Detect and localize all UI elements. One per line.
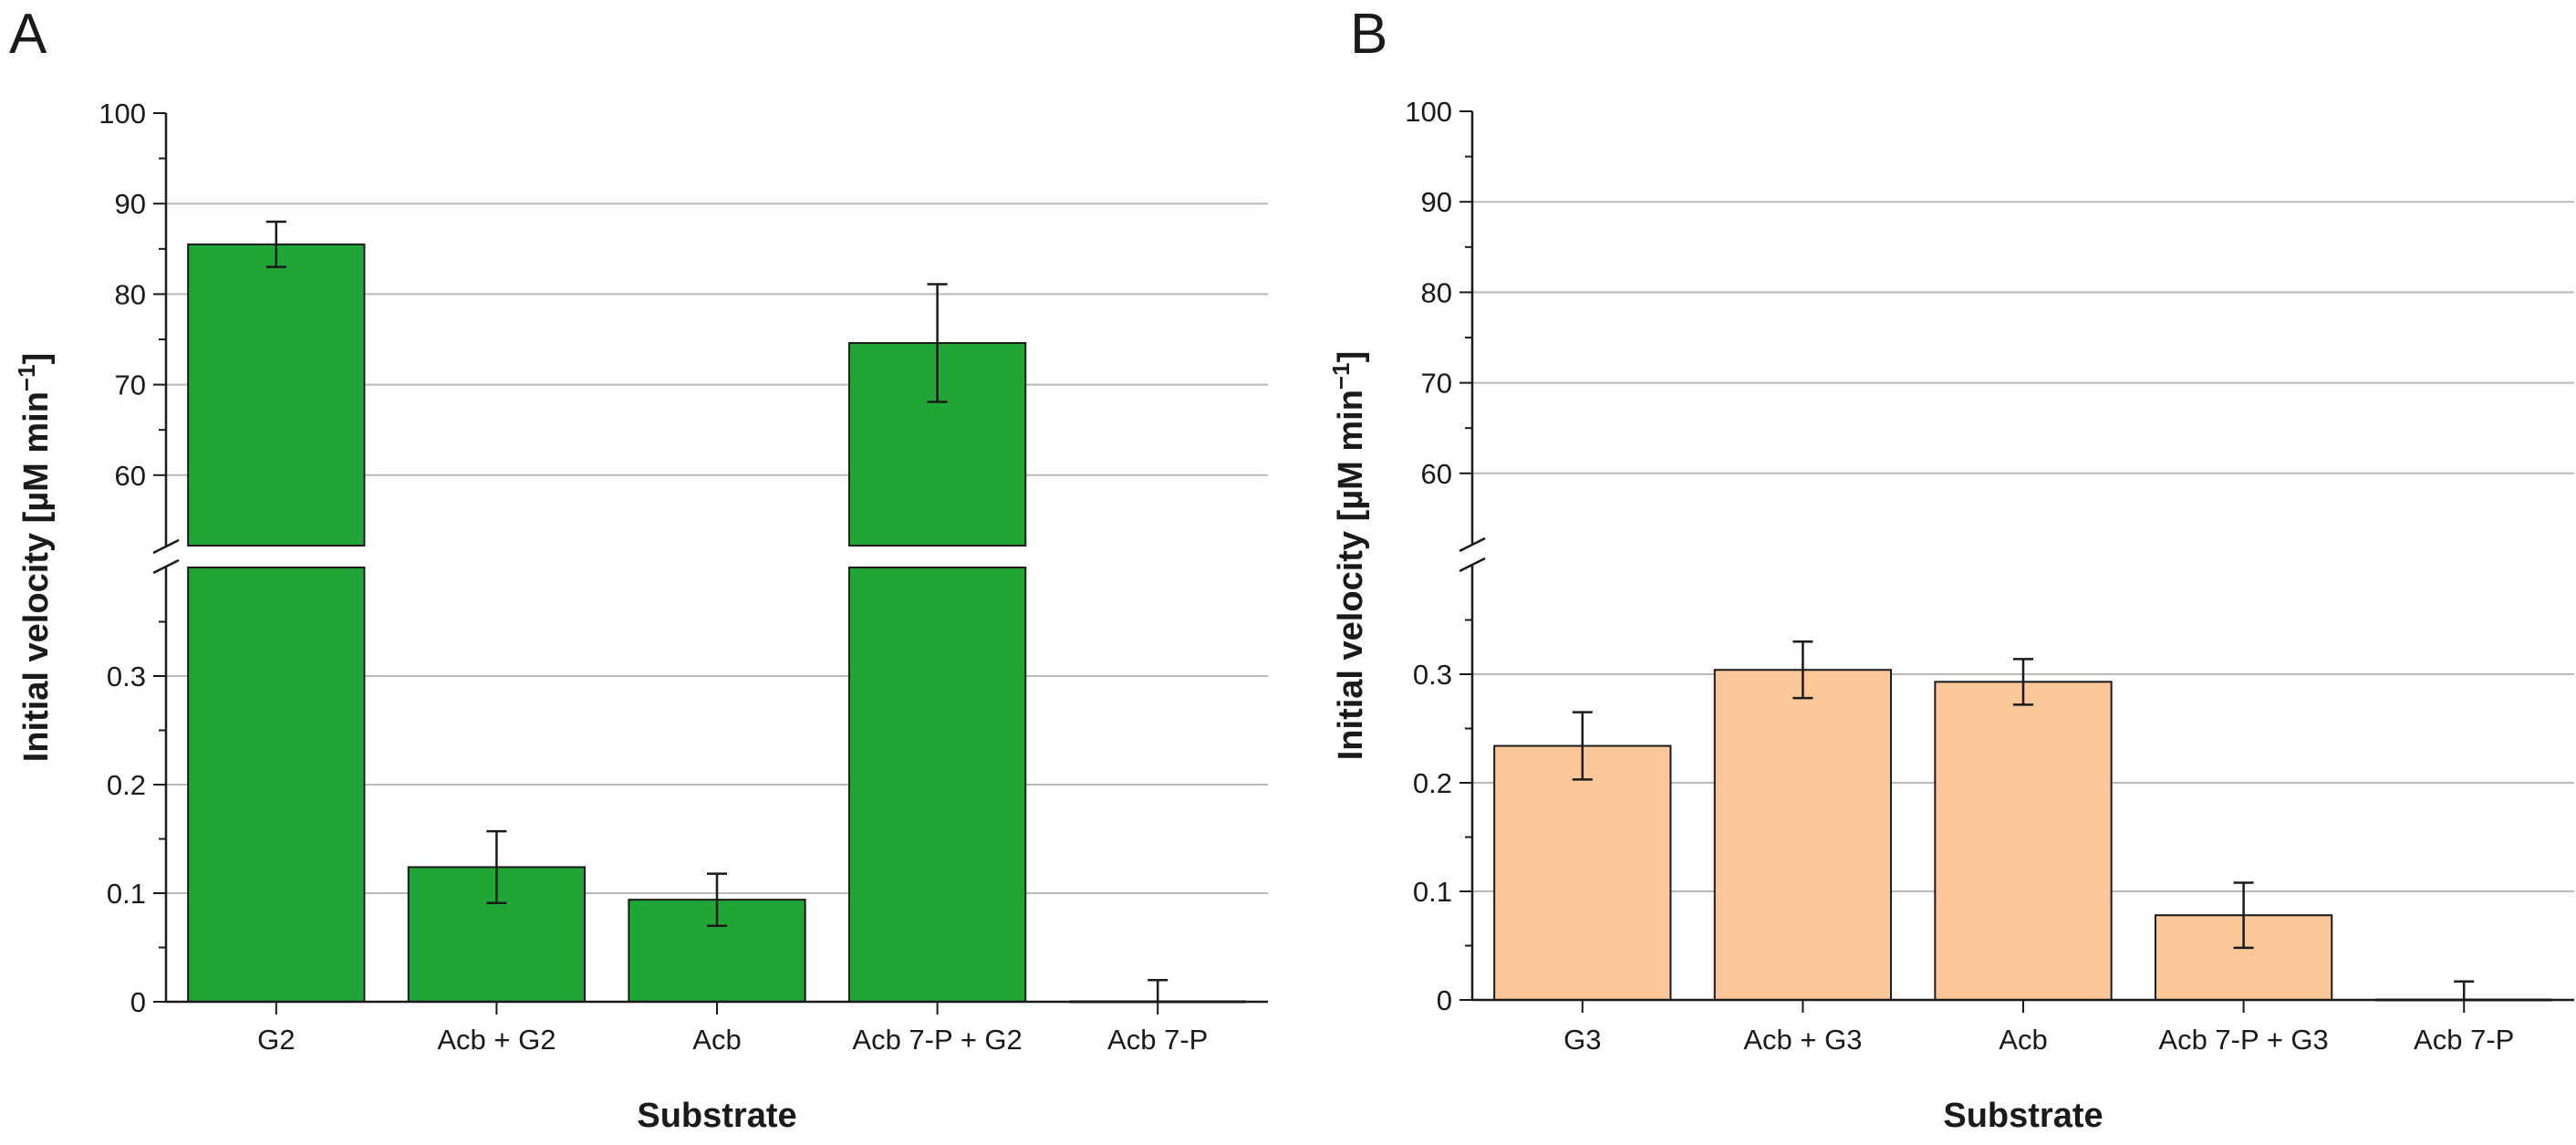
bar [1713,669,1893,1001]
category-label: G2 [257,1024,295,1056]
y-tick-label: 80 [115,278,146,310]
axis-break-mark [152,558,180,575]
category-label: Acb 7-P [2414,1024,2514,1056]
bar-upper [187,243,366,546]
y-tick-label: 60 [115,460,146,492]
bar-break-gap [186,548,367,565]
category-label: Acb [692,1024,741,1056]
category-label: Acb 7-P + G2 [852,1024,1022,1056]
y-axis-title-main: Initial velocity [µM min [1332,390,1370,760]
axis-break-mark [1459,557,1486,573]
y-tick-label: 80 [1421,276,1452,308]
y-tick-label: 0.2 [1413,767,1452,799]
y-tick-label: 0 [1437,984,1452,1016]
panel-letter: B [1350,3,1387,66]
y-axis-title-superscript: −1 [13,364,40,391]
y-tick-label: 90 [115,188,146,220]
axis-break-mark [152,538,180,555]
y-axis-title-superscript: −1 [1327,362,1355,390]
y-tick-label: 0.3 [1413,659,1452,691]
panel-letter: A [9,3,47,66]
category-label: Acb 7-P + G3 [2158,1024,2328,1056]
y-tick-label: 0.3 [107,661,146,692]
y-tick-label: 0.2 [107,769,146,801]
category-label: Acb 7-P [1107,1024,1208,1056]
y-tick-label: 90 [1421,186,1452,218]
y-axis-title: Initial velocity [µM min−1] [13,353,56,763]
x-axis-title: Substrate [637,1097,796,1135]
y-axis-title-main: Initial velocity [µM min [17,391,56,762]
axis-break-mark [1459,536,1486,553]
bar [1934,681,2113,1002]
y-tick-label: 70 [1421,368,1452,400]
y-tick-label: 0.1 [107,878,146,910]
y-tick-label: 70 [115,370,146,401]
y-tick-label: 100 [1405,96,1452,128]
y-tick-label: 60 [1421,458,1452,490]
category-label: Acb + G3 [1743,1024,1862,1056]
category-label: G3 [1563,1024,1601,1056]
category-label: Acb [1999,1024,2047,1056]
bar-lower [847,567,1027,1003]
y-axis-title: Initial velocity [µM min−1] [1327,351,1370,761]
y-axis-title-suffix: ] [1332,351,1370,363]
y-tick-label: 0.1 [1413,876,1452,908]
y-tick-label: 0 [130,986,146,1018]
bar-break-gap [847,548,1028,565]
category-label: Acb + G2 [437,1024,556,1056]
panel-b: B G3 Acb + G3 Acb Acb 7-P + G3 Acb 7-P 60 70 80 9… [1327,3,2574,1135]
bar [1493,744,1672,1001]
y-tick-label: 100 [99,98,146,130]
panel-a: A G2 Acb + G2 Acb Acb 7-P + G2 Acb 7-P 60 70 80 9… [9,3,1268,1135]
y-axis-title-suffix: ] [17,353,56,365]
bar-lower [187,567,366,1003]
x-axis-title: Substrate [1943,1097,2103,1135]
